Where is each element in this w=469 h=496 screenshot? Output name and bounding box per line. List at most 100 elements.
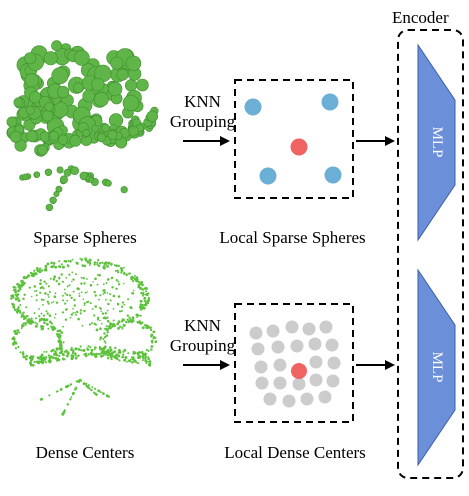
point bbox=[117, 264, 120, 267]
point bbox=[49, 325, 52, 328]
point bbox=[21, 279, 24, 283]
point bbox=[63, 358, 66, 361]
point bbox=[131, 356, 134, 359]
point bbox=[102, 283, 105, 286]
point bbox=[122, 266, 125, 269]
point bbox=[53, 327, 57, 330]
point bbox=[44, 264, 48, 268]
point bbox=[49, 320, 52, 324]
point bbox=[59, 175, 69, 184]
neighbor-center bbox=[292, 377, 306, 391]
point bbox=[154, 336, 157, 339]
point bbox=[133, 274, 136, 277]
point bbox=[47, 293, 50, 296]
point bbox=[103, 340, 106, 343]
point bbox=[37, 144, 48, 156]
point bbox=[57, 339, 61, 343]
point bbox=[111, 325, 114, 328]
point bbox=[88, 258, 92, 262]
point bbox=[115, 279, 118, 282]
point bbox=[93, 391, 95, 394]
point bbox=[39, 355, 43, 358]
point bbox=[132, 292, 135, 295]
point bbox=[132, 280, 135, 283]
point bbox=[116, 322, 120, 326]
point bbox=[58, 348, 61, 351]
point bbox=[16, 329, 20, 332]
point bbox=[82, 349, 86, 352]
point bbox=[145, 290, 147, 293]
point bbox=[22, 311, 25, 314]
top-knn-line1: KNN bbox=[184, 92, 221, 111]
point bbox=[29, 319, 32, 322]
point bbox=[24, 322, 27, 325]
arrow-right-icon bbox=[356, 360, 395, 370]
mlp-top-trapezoid bbox=[417, 43, 456, 242]
point bbox=[30, 295, 33, 298]
point bbox=[147, 296, 151, 300]
point bbox=[80, 282, 83, 285]
arrow-right-icon bbox=[356, 136, 395, 146]
point bbox=[106, 278, 110, 281]
point bbox=[58, 265, 60, 267]
point bbox=[69, 134, 82, 147]
point bbox=[120, 271, 123, 274]
point bbox=[121, 301, 125, 304]
point bbox=[14, 287, 17, 289]
point bbox=[90, 388, 93, 392]
point bbox=[99, 319, 101, 322]
point bbox=[120, 267, 123, 270]
point bbox=[97, 133, 106, 142]
point bbox=[17, 289, 20, 293]
point bbox=[71, 258, 74, 261]
neighbor-sphere bbox=[324, 166, 342, 184]
point bbox=[122, 272, 126, 275]
point bbox=[51, 40, 62, 52]
point bbox=[36, 323, 39, 325]
neighbor-center bbox=[308, 337, 322, 351]
point bbox=[87, 300, 90, 303]
mlp-bottom-label: MLP bbox=[429, 352, 445, 383]
point bbox=[136, 78, 149, 92]
point bbox=[94, 355, 98, 358]
point bbox=[104, 179, 112, 187]
point bbox=[45, 203, 54, 212]
point bbox=[56, 359, 59, 362]
point bbox=[54, 313, 57, 316]
point bbox=[93, 263, 96, 266]
neighbor-sphere bbox=[244, 98, 262, 116]
point bbox=[138, 320, 141, 323]
point bbox=[13, 329, 17, 333]
point bbox=[101, 261, 104, 264]
point bbox=[71, 356, 74, 360]
point bbox=[72, 349, 75, 352]
point bbox=[74, 347, 78, 351]
point bbox=[117, 283, 121, 286]
point bbox=[22, 276, 26, 280]
point bbox=[17, 345, 20, 349]
point bbox=[101, 323, 103, 325]
point bbox=[109, 293, 112, 296]
point bbox=[106, 357, 110, 360]
point bbox=[79, 345, 82, 348]
point bbox=[56, 166, 64, 174]
point bbox=[55, 390, 58, 393]
point bbox=[111, 286, 114, 289]
point bbox=[127, 320, 130, 324]
point bbox=[142, 293, 145, 296]
top-knn-line2: Grouping bbox=[169, 112, 236, 131]
point bbox=[53, 295, 57, 299]
neighbor-center bbox=[300, 392, 314, 406]
point bbox=[33, 269, 36, 272]
point bbox=[31, 320, 35, 324]
local-dense-box bbox=[234, 303, 354, 423]
point bbox=[49, 359, 52, 363]
point bbox=[29, 321, 33, 325]
point bbox=[95, 352, 98, 356]
point bbox=[141, 326, 145, 330]
point bbox=[68, 294, 72, 297]
point bbox=[74, 354, 77, 356]
point bbox=[80, 276, 83, 279]
point bbox=[14, 297, 18, 301]
